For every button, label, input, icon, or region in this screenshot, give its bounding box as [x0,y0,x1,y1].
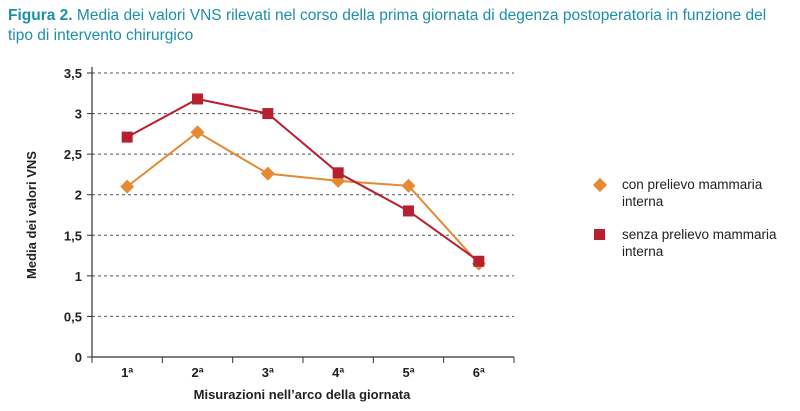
data-point-square [192,93,203,105]
data-point-square [332,167,344,179]
x-tick-label: 3ª [262,365,274,380]
x-tick-label: 1ª [121,365,133,380]
data-point-square [262,108,274,120]
x-axis-title: Misurazioni nell’arco della giornata [194,387,411,402]
x-tick-labels: 1ª 2ª 3ª 4ª 5ª 6ª [121,365,485,380]
data-point-square [473,255,485,267]
y-tick-label: 2 [75,188,82,203]
legend-label-con-prelievo: con prelievo mammaria interna [622,177,763,209]
legend-label-senza-prelievo: senza prelievo mammaria interna [622,227,777,259]
legend-item-senza-prelievo: senza prelievo mammaria interna [592,226,792,260]
y-tick-label: 1 [75,269,82,284]
x-tick-label: 4ª [332,365,344,380]
data-point-diamond [120,179,135,194]
y-tick-label: 0 [75,350,82,365]
series-line-0 [126,131,480,265]
y-tick-label: 0,5 [64,309,82,324]
square-marker-icon [594,229,605,240]
axes [87,67,515,363]
figure-caption: Figura 2. Media dei valori VNS rilevati … [8,6,793,46]
data-point-square [403,205,414,217]
data-point-square [121,131,133,143]
data-point-diamond [190,125,205,140]
x-tick-label: 6ª [473,365,485,380]
legend-item-con-prelievo: con prelievo mammaria interna [592,176,792,210]
y-tick-label: 3,5 [64,66,82,81]
x-tick-label: 2ª [191,365,203,380]
data-point-diamond [260,166,275,181]
x-tick-label: 5ª [402,365,414,380]
figure-caption-text: Media dei valori VNS rilevati nel corso … [8,7,767,44]
y-tick-label: 3 [75,107,82,122]
series-line-1 [126,97,480,263]
data-point-diamond [401,178,416,193]
y-tick-labels: 0 0,5 1 1,5 2 2,5 3 3,5 [64,66,82,365]
figure-label: Figura 2. [8,7,73,24]
data-series [120,93,486,271]
y-axis-title: Media dei valori VNS [24,151,39,279]
diamond-marker-icon [592,177,608,193]
y-tick-label: 1,5 [64,228,82,243]
legend: con prelievo mammaria interna senza prel… [592,176,792,276]
y-tick-label: 2,5 [64,147,82,162]
grid-lines [92,72,514,317]
